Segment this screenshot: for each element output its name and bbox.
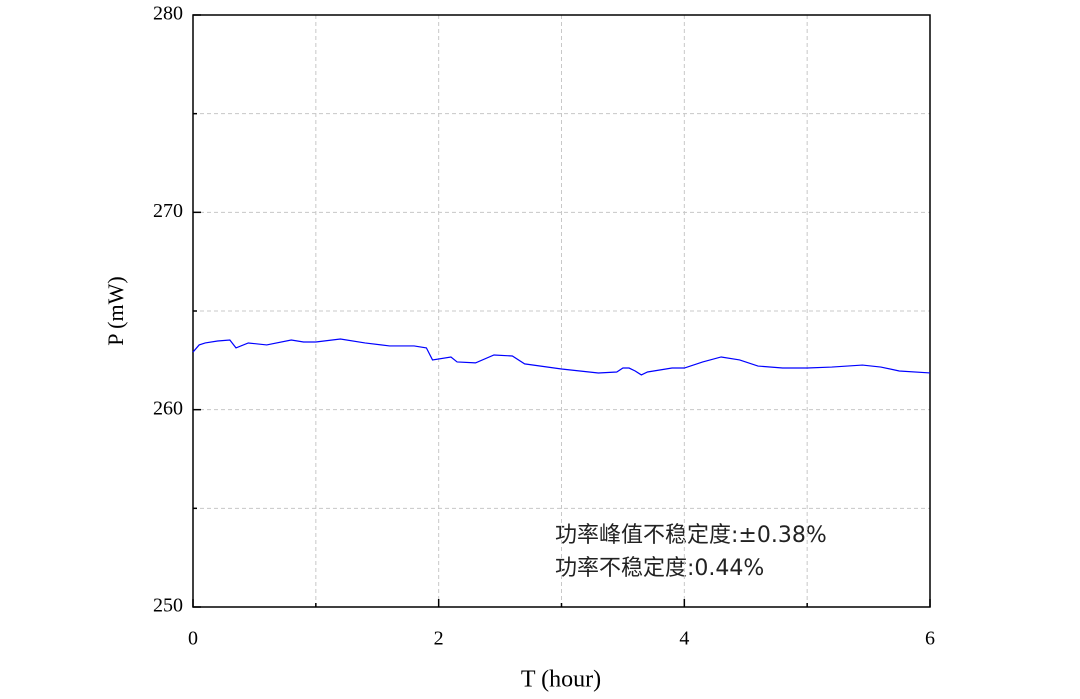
y-tick-label: 260 — [153, 397, 183, 419]
y-tick-label: 280 — [153, 3, 183, 25]
x-tick-label: 6 — [925, 628, 935, 650]
x-tick-label: 0 — [188, 628, 198, 650]
x-axis-label: T (hour) — [521, 667, 601, 693]
annotation: 功率峰值不稳定度:±0.38% — [555, 523, 827, 548]
annotation: 功率不稳定度:0.44% — [555, 556, 764, 581]
y-tick-label: 270 — [153, 200, 183, 222]
x-tick-label: 2 — [434, 628, 444, 650]
y-tick-label: 250 — [153, 595, 183, 617]
y-axis-label: P (mW) — [103, 276, 128, 345]
x-tick-label: 4 — [679, 628, 689, 650]
data-line — [192, 338, 931, 376]
